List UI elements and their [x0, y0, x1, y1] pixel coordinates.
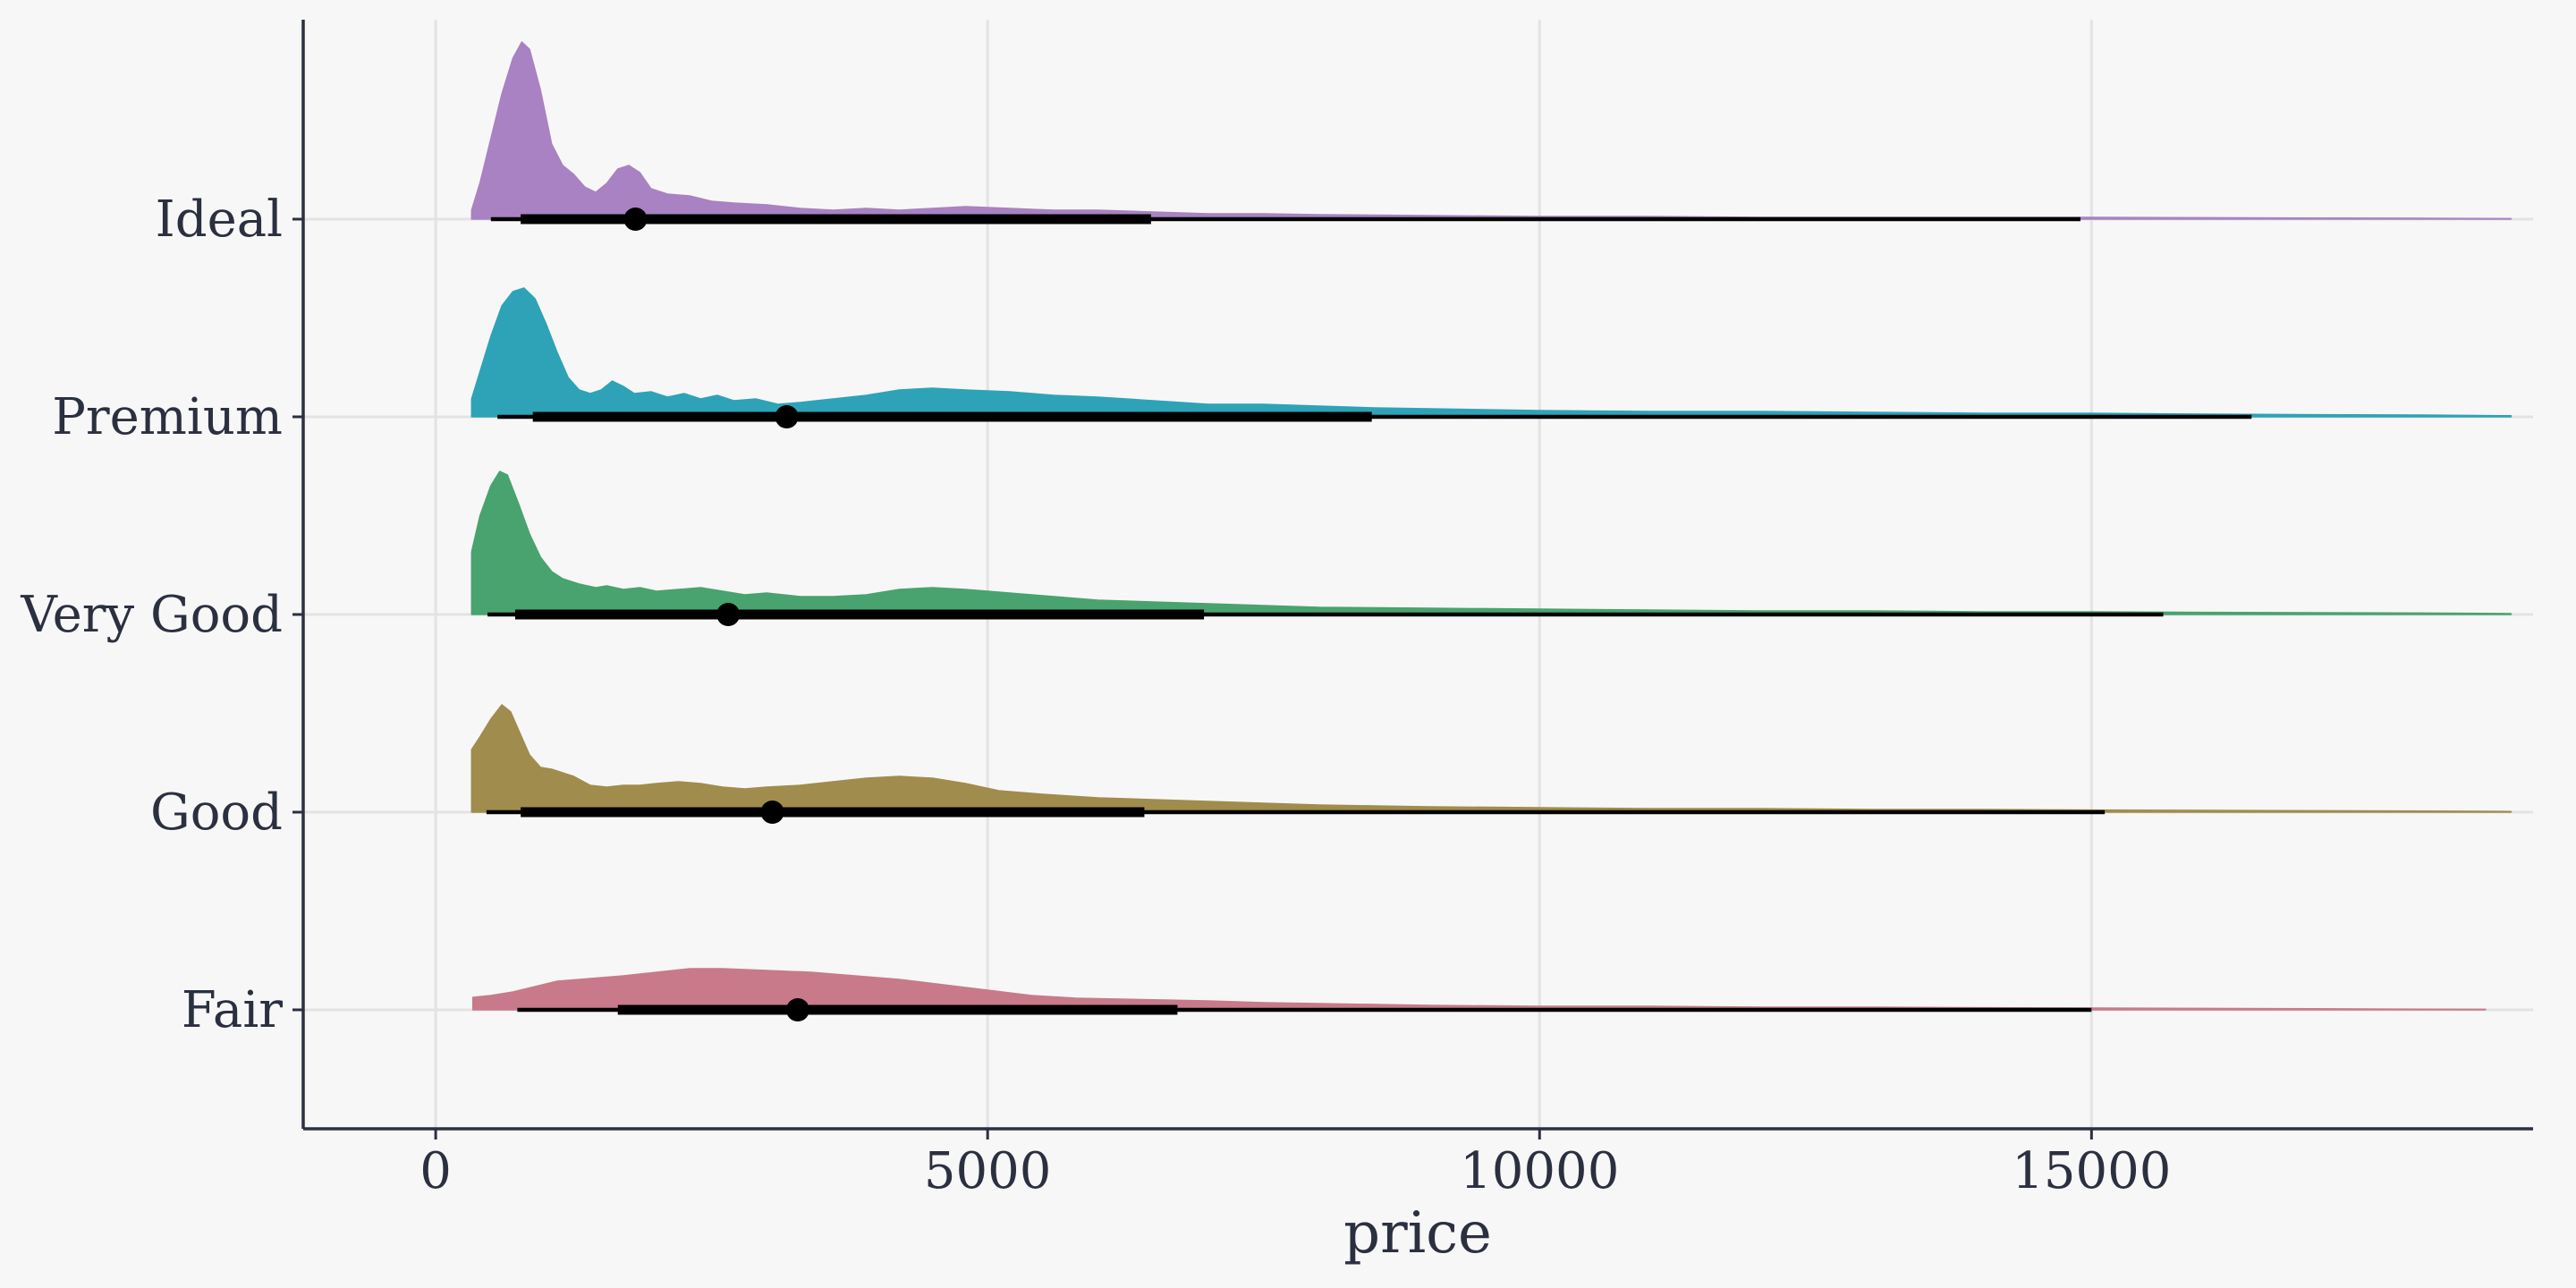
ridge-very-good — [470, 470, 2512, 615]
x-axis-ticks: 0 5000 10000 15000 — [419, 1129, 2171, 1200]
median-point-ideal — [623, 208, 648, 231]
median-point-fair — [785, 998, 809, 1021]
axes — [301, 20, 2533, 1131]
x-tick-label-0: 0 — [419, 1142, 452, 1200]
ridge-premium — [470, 287, 2512, 418]
x-tick-label-1: 5000 — [924, 1142, 1052, 1200]
y-axis-ticks: Fair Good Very Good Premium Ideal — [20, 191, 303, 1039]
vertical-gridlines — [434, 20, 2093, 1129]
y-tick-label-very-good: Very Good — [20, 586, 283, 644]
interval-bars — [486, 208, 2252, 1021]
median-point-good — [760, 801, 784, 824]
median-point-premium — [775, 405, 799, 428]
x-tick-label-2: 10000 — [1460, 1142, 1619, 1200]
median-point-very-good — [716, 603, 741, 626]
y-tick-label-ideal: Ideal — [156, 191, 283, 249]
y-tick-label-premium: Premium — [52, 388, 283, 446]
y-tick-label-good: Good — [150, 784, 283, 842]
x-tick-label-3: 15000 — [2012, 1142, 2171, 1200]
ridge-good — [470, 704, 2512, 813]
y-tick-label-fair: Fair — [182, 981, 283, 1039]
x-axis-title: price — [1343, 1200, 1492, 1267]
